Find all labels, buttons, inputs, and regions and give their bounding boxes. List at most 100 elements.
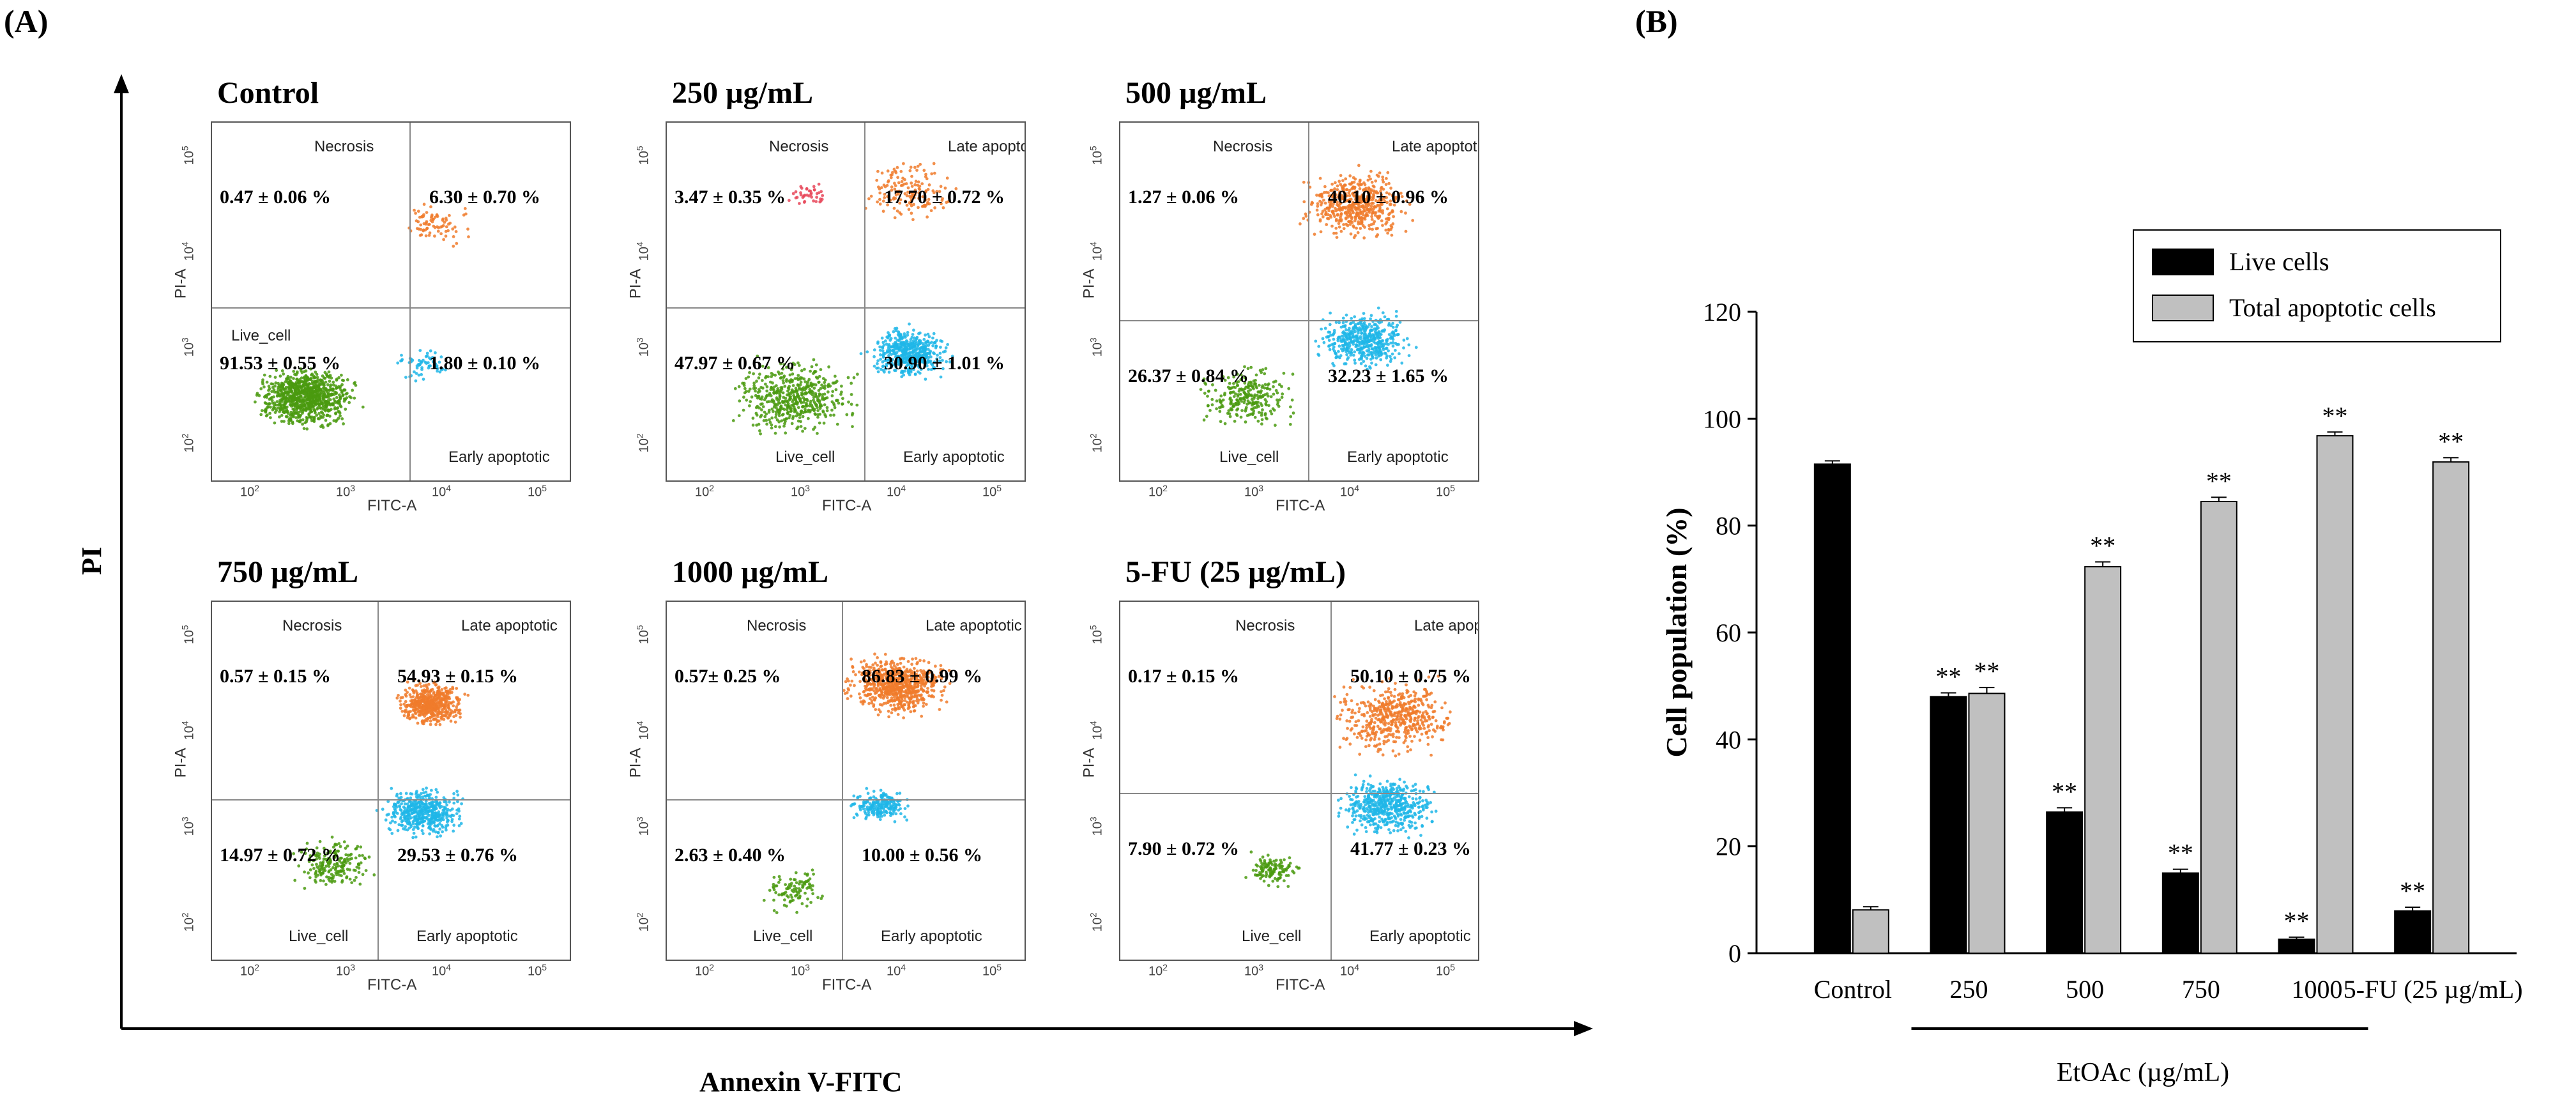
quadrant-label-early-apoptotic: Early apoptotic [416, 928, 518, 945]
y-tick-label: 120 [1703, 298, 1741, 326]
x-tick-label: 105 [1436, 962, 1456, 979]
bar-apoptotic [1968, 693, 2006, 954]
x-tick-label: 1000 [2292, 975, 2343, 1004]
flow-plot-title: 1000 µg/mL [672, 555, 828, 589]
flow-scatter-dots [1120, 123, 1478, 480]
late-apoptotic-percentage: 86.83 ± 0.99 % [862, 666, 982, 687]
legend-swatch [2152, 249, 2214, 275]
x-tick-label: 500 [2066, 975, 2104, 1004]
bar-apoptotic [1852, 909, 1889, 954]
early-apoptotic-percentage: 29.53 ± 0.76 % [397, 845, 518, 866]
flow-plot-area: Necrosis Live_cell Early apoptotic 0.47 ± 0… [211, 121, 571, 482]
significance-marker: ** [2168, 839, 2193, 868]
significance-marker: ** [2322, 401, 2348, 430]
x-tick-label: 250 [1950, 975, 1988, 1004]
y-channel-label: PI-A [1080, 747, 1098, 778]
y-tick-label: 105 [634, 625, 652, 645]
x-tick-label: 5-FU (25 µg/mL) [2344, 975, 2523, 1004]
early-apoptotic-percentage: 30.90 ± 1.01 % [884, 353, 1005, 374]
flow-plot-title: 500 µg/mL [1125, 76, 1267, 110]
y-tick-label: 100 [1703, 404, 1741, 433]
x-tick-label: 103 [336, 483, 356, 500]
y-tick-label: 80 [1716, 512, 1741, 540]
y-tick-label: 102 [1088, 433, 1105, 453]
panel-a-x-axis-arrow [1574, 1021, 1593, 1036]
y-channel-label: PI-A [172, 268, 190, 299]
late-apoptotic-percentage: 40.10 ± 0.96 % [1328, 187, 1449, 208]
panel-a-x-axis-title: Annexin V-FITC [699, 1066, 903, 1098]
x-tick-label: 105 [528, 962, 547, 979]
x-channel-label: FITC-A [367, 497, 417, 514]
x-tick-label: 103 [336, 962, 356, 979]
x-tick-label: 105 [1436, 483, 1456, 500]
x-tick-label: 750 [2182, 975, 2220, 1004]
y-tick-label: 105 [179, 146, 197, 165]
early-apoptotic-percentage: 1.80 ± 0.10 % [429, 353, 540, 374]
quadrant-label-necrosis: Necrosis [1235, 617, 1295, 634]
flow-plot-area: Necrosis Late apoptotic Live_cell Early apo… [1119, 601, 1479, 961]
quadrant-label-late-apoptotic: Late apoptotic [948, 138, 1025, 155]
live-percentage: 2.63 ± 0.40 % [674, 845, 786, 866]
x-channel-label: FITC-A [1276, 976, 1325, 993]
flow-plot-area: Necrosis Late apoptotic Live_cell Early apo… [666, 601, 1026, 961]
x-tick-label: 103 [1244, 962, 1264, 979]
quadrant-label-live: Live_cell [775, 448, 835, 466]
quadrant-label-live: Live_cell [231, 327, 291, 344]
y-tick-label: 105 [179, 625, 197, 645]
necrosis-percentage: 1.27 ± 0.06 % [1128, 187, 1239, 208]
quadrant-label-late-apoptotic: Late apoptotic [1414, 617, 1479, 634]
x-tick-label: 104 [1340, 483, 1360, 500]
flow-scatter-dots [667, 602, 1025, 960]
y-channel-label: PI-A [1080, 268, 1098, 299]
flow-scatter-dots [667, 123, 1025, 480]
bar-apoptotic [2432, 461, 2470, 954]
necrosis-percentage: 0.57± 0.25 % [674, 666, 781, 687]
late-apoptotic-percentage: 6.30 ± 0.70 % [429, 187, 540, 208]
flow-plot-title: 250 µg/mL [672, 76, 813, 110]
bar-apoptotic [2084, 566, 2122, 954]
necrosis-percentage: 0.17 ± 0.15 % [1128, 666, 1239, 687]
y-tick-label: 103 [1088, 816, 1105, 836]
flow-plot-area: Necrosis Late apoptotic Live_cell Early apo… [1119, 121, 1479, 482]
y-channel-label: PI-A [627, 268, 644, 299]
legend-swatch [2152, 295, 2214, 321]
panel-b-label: (B) [1635, 3, 1678, 39]
y-tick-label: 104 [634, 721, 652, 740]
flow-plot-title: Control [217, 76, 319, 110]
x-tick-label: 102 [1148, 483, 1168, 500]
x-tick-label: 105 [982, 962, 1002, 979]
bar-chart: 0 20 40 60 80 100 120 Cell population (%) Contro… [1660, 229, 2523, 1087]
significance-marker: ** [1936, 663, 1962, 691]
quadrant-label-live: Live_cell [1219, 448, 1279, 466]
y-tick-label: 0 [1728, 939, 1741, 968]
significance-marker: ** [2438, 427, 2464, 456]
y-tick-label: 103 [634, 816, 652, 836]
y-tick-label: 104 [1088, 721, 1105, 740]
panel-a-label: (A) [4, 3, 49, 39]
significance-marker: ** [2052, 777, 2077, 806]
live-percentage: 26.37 ± 0.84 % [1128, 365, 1249, 387]
x-tick-label: 103 [1244, 483, 1264, 500]
quadrant-label-live: Live_cell [753, 928, 813, 945]
bar-live [1930, 696, 1967, 954]
y-tick-label: 103 [1088, 337, 1105, 357]
y-channel-label: PI-A [172, 747, 190, 778]
bar-live [2161, 872, 2199, 954]
x-tick-label: 103 [791, 483, 811, 500]
panel-a-axes [114, 74, 1593, 1036]
live-percentage: 14.97 ± 0.72 % [220, 845, 340, 866]
significance-marker: ** [1974, 657, 2000, 686]
y-tick-label: 104 [1088, 241, 1105, 261]
live-percentage: 7.90 ± 0.72 % [1128, 838, 1239, 859]
quadrant-label-necrosis: Necrosis [769, 138, 829, 155]
y-tick-label: 104 [634, 241, 652, 261]
x-tick-label: 103 [791, 962, 811, 979]
y-tick-label: 102 [634, 912, 652, 932]
bar-live [2278, 939, 2315, 954]
bar-live [1813, 463, 1851, 954]
quadrant-label-necrosis: Necrosis [747, 617, 807, 634]
x-tick-label: 102 [695, 483, 715, 500]
y-tick-label: 60 [1716, 618, 1741, 647]
quadrant-label-late-apoptotic: Late apoptotic [461, 617, 558, 634]
x-tick-label: 104 [887, 483, 906, 500]
